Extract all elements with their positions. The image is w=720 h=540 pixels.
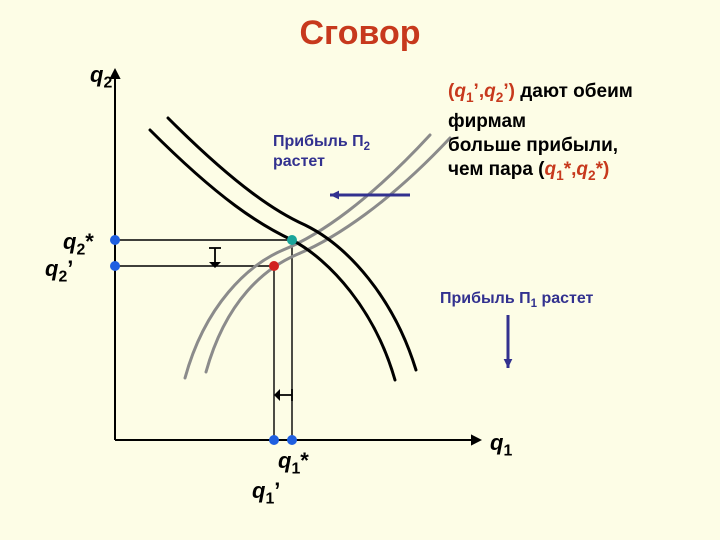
tick-label-q2-star: q2* — [63, 229, 94, 259]
tick-label-q1-star: q1* — [278, 448, 309, 478]
axis-label-q2: q2 — [90, 62, 112, 92]
callout-pi1-label: Прибыль П1 растет — [440, 290, 593, 310]
tick-label-q2-prime: q2’ — [45, 256, 73, 286]
page-title: Сговор — [0, 14, 720, 53]
callout-pi2-label: Прибыль П2растет — [273, 133, 370, 171]
tick-label-q1-prime: q1’ — [252, 478, 280, 508]
diagram-canvas: Сговор q2 q1 q2* q2’ q1* q1’ Прибыль П2р… — [0, 0, 720, 540]
axis-label-q1: q1 — [490, 430, 512, 460]
conclusion-text: (q1’,q2’) дают обеимфирмамбольше прибыли… — [448, 80, 633, 188]
